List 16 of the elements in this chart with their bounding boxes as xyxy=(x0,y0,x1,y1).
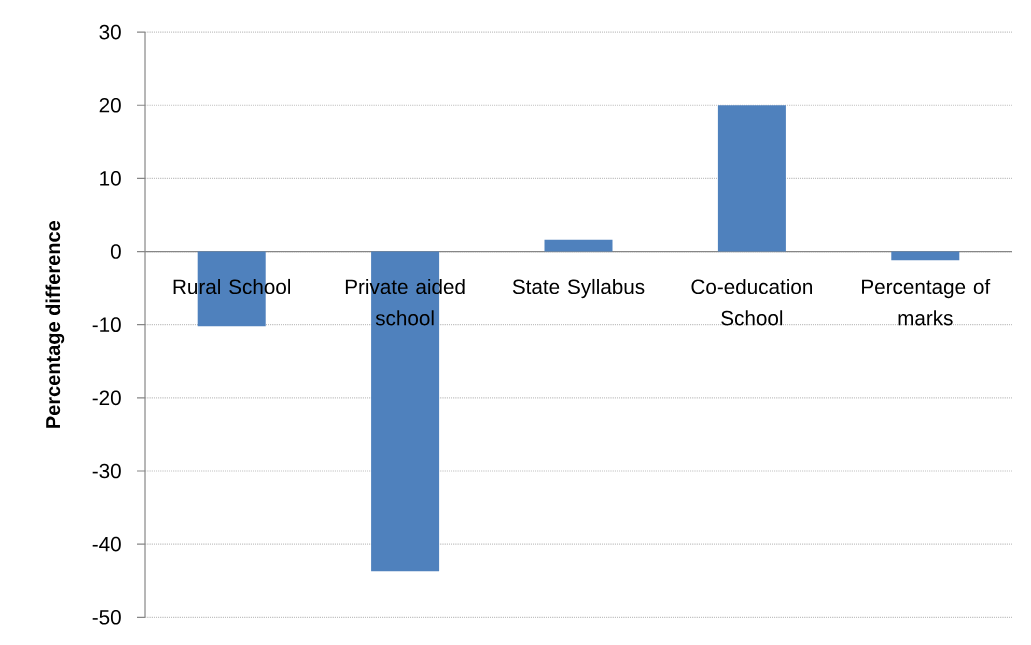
y-tick-label: -50 xyxy=(92,609,121,625)
y-tick-label: -10 xyxy=(92,317,121,333)
y-tick-label: 20 xyxy=(99,97,121,113)
y-tick-label: -30 xyxy=(92,463,121,479)
y-tick-label: 10 xyxy=(100,171,121,186)
bar xyxy=(544,239,613,252)
y-tick-label: 30 xyxy=(99,24,121,40)
y-tick-label: 0 xyxy=(110,244,121,259)
x-tick-label: Percentage of marks xyxy=(862,278,991,326)
y-tick-label: -20 xyxy=(92,390,121,406)
y-axis-title: Percentage difference xyxy=(45,220,65,428)
x-tick-label: Co-education School xyxy=(691,278,812,326)
y-tick-label: -40 xyxy=(92,536,121,552)
bar xyxy=(891,251,960,261)
x-tick-label: State Syllabus xyxy=(512,278,645,299)
bar xyxy=(717,105,786,252)
